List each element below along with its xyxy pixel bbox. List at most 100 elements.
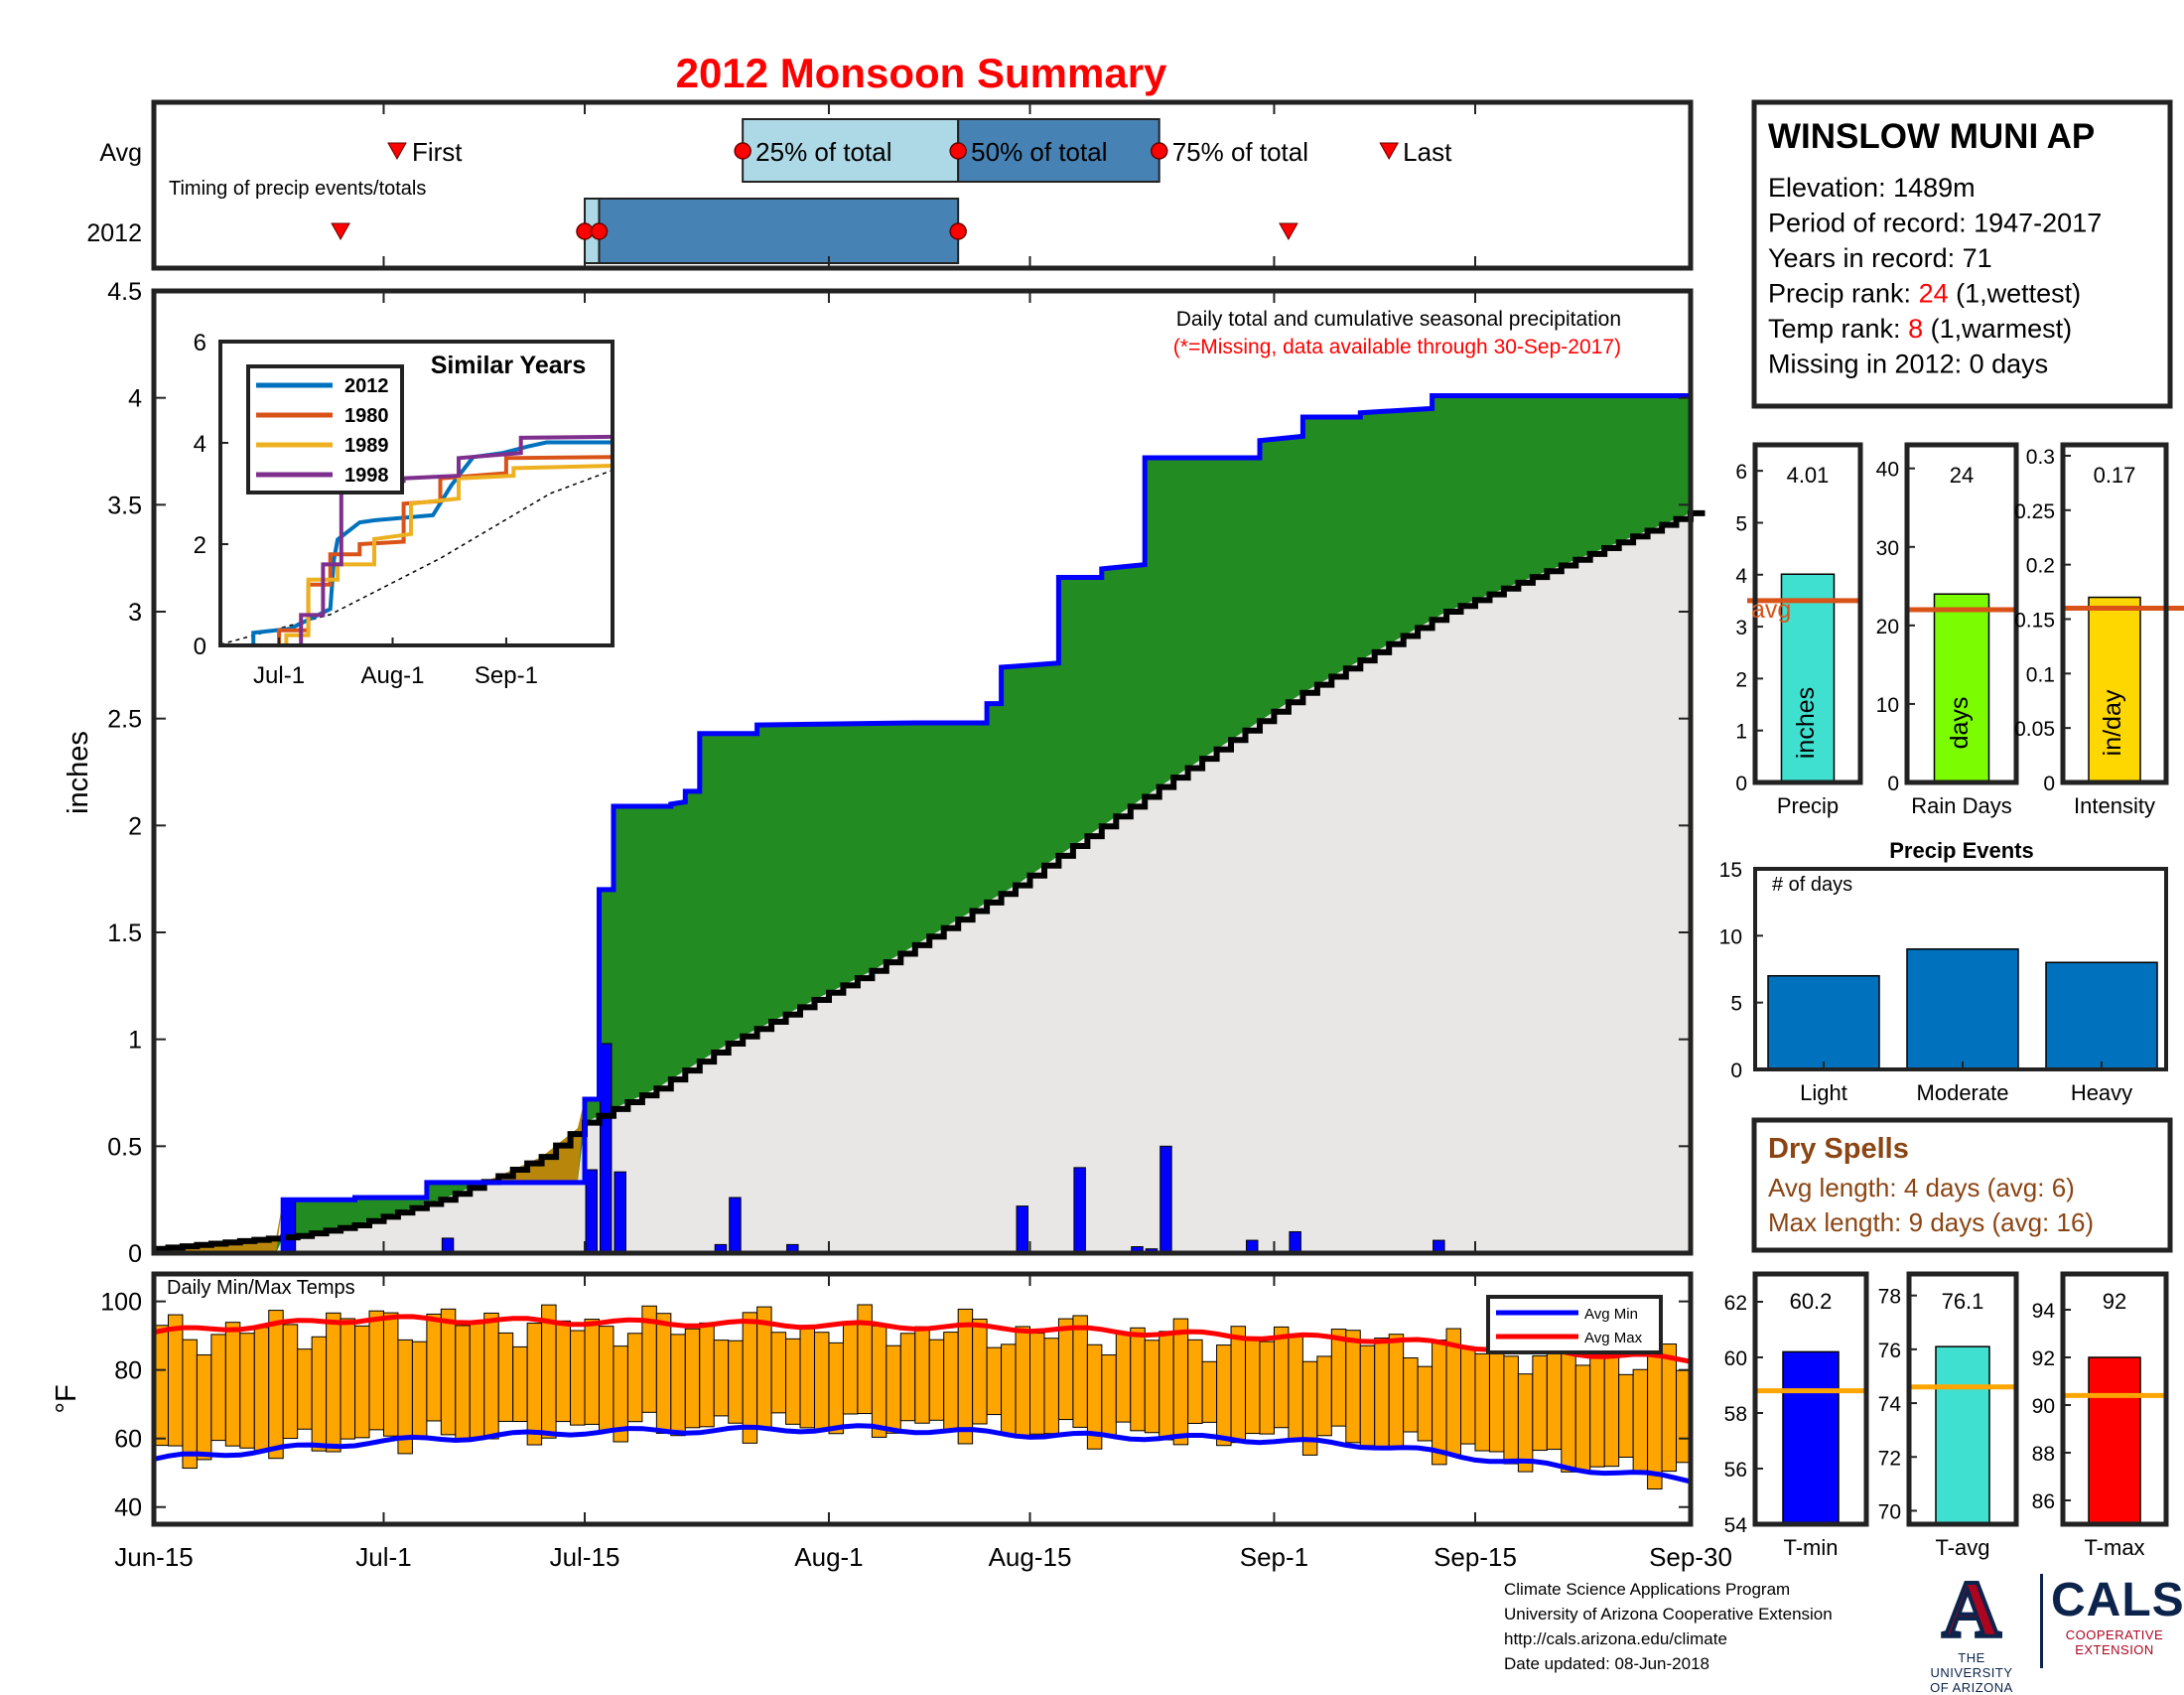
inset-legend-label: 1980	[344, 405, 389, 427]
avg-75pct-label: 75% of total	[1172, 137, 1308, 167]
avg-first-marker	[387, 142, 407, 161]
daily-temp-bar	[914, 1326, 930, 1424]
timing-avg-25-50-box	[742, 118, 960, 183]
cals-logo: CALS COOPERATIVE EXTENSION	[2051, 1574, 2184, 1657]
stat-x-label: Precip	[1777, 793, 1839, 818]
temp-stat-frame	[1906, 1271, 2019, 1527]
daily-temp-bar	[512, 1345, 528, 1423]
stat-y-tick-label: 3	[1735, 617, 1747, 639]
daily-temp-bar	[253, 1327, 270, 1453]
stat-y-tick-label: 40	[1876, 459, 1899, 482]
events-y-tick-label: 10	[1719, 925, 1742, 948]
daily-temp-bar	[1043, 1338, 1059, 1435]
inset-legend-label: 1998	[344, 465, 389, 487]
daily-temp-bar	[1603, 1354, 1620, 1468]
station-info-text: (1,wettest)	[1949, 279, 2082, 309]
main-annotation: Daily total and cumulative seasonal prec…	[1176, 308, 1621, 331]
daily-temp-bar	[670, 1334, 686, 1437]
main-title: 2012 Monsoon Summary	[676, 50, 1167, 96]
inset-legend-label: 2012	[344, 375, 389, 397]
events-y-tick-label: 5	[1730, 993, 1742, 1016]
daily-temp-bar	[598, 1326, 614, 1433]
inset-y-tick-label: 0	[194, 634, 206, 660]
daily-temp-bar	[1001, 1343, 1017, 1435]
dry-spells-frame	[1751, 1117, 2173, 1253]
temp-stat-y-tick-label: 72	[1878, 1447, 1901, 1470]
stat-avg-label: avg	[1751, 596, 1791, 624]
precip-events-x-label: Moderate	[1917, 1080, 2009, 1105]
avg-min-line	[153, 1423, 1692, 1484]
main-y-tick-label: 2	[128, 812, 142, 840]
inset-title: Similar Years	[431, 352, 587, 379]
station-info-rank: 24	[1919, 279, 1949, 309]
footer-line-4: Date updated: 08-Jun-2018	[1504, 1654, 1709, 1673]
daily-temp-bar	[842, 1322, 859, 1415]
daily-temp-bar	[311, 1336, 328, 1452]
temp-stat-frame	[2060, 1271, 2169, 1527]
station-info-frame	[1751, 99, 2173, 409]
daily-temp-bar	[1057, 1318, 1074, 1421]
daily-precip-bar	[1289, 1230, 1301, 1254]
timing-row-avg: Avg	[99, 139, 142, 167]
main-y-tick-label: 1.5	[107, 919, 142, 947]
inset-legend-label: 1989	[344, 435, 389, 457]
daily-temp-bar	[1474, 1352, 1490, 1452]
temp-stat-bar-t-avg	[1935, 1345, 1990, 1525]
precip-events-bar-moderate	[1906, 948, 2019, 1070]
main-annotation-missing: (*=Missing, data available through 30-Se…	[1173, 336, 1621, 358]
stat-y-tick-label: 6	[1735, 461, 1747, 484]
daily-temp-bar	[1101, 1354, 1117, 1437]
daily-temp-bar	[957, 1308, 974, 1445]
temp-stat-value: 76.1	[1942, 1289, 1984, 1314]
footer-line-3: http://cals.arizona.edu/climate	[1504, 1629, 1727, 1648]
daily-temp-bar	[426, 1313, 442, 1422]
station-info-text: Years in record: 71	[1768, 243, 1992, 273]
precip-events-title: Precip Events	[1889, 838, 2034, 863]
inset-x-tick-label: Jul-1	[253, 662, 305, 689]
daily-temp-bar	[1345, 1330, 1361, 1444]
daily-temp-bar	[584, 1319, 600, 1425]
daily-temp-bar	[770, 1332, 787, 1414]
daily-temp-bar	[828, 1342, 844, 1435]
events-y-tick-label: 0	[1730, 1059, 1742, 1082]
main-y-axis-label: inches	[63, 731, 94, 814]
x-tick-label: Jul-15	[550, 1542, 620, 1572]
daily-temp-bar	[785, 1338, 801, 1425]
stat-y-tick-label: 0	[2043, 773, 2055, 795]
station-info-text: Temp rank:	[1768, 314, 1908, 344]
daily-temp-bar	[742, 1312, 758, 1444]
2012-last-marker	[1279, 222, 1298, 241]
temp-stat-frame	[1752, 1271, 1869, 1527]
x-tick-label: Sep-1	[1240, 1542, 1308, 1572]
daily-temp-bar	[1632, 1368, 1649, 1473]
precip-events-frame	[1753, 867, 2168, 1071]
daily-temp-bar	[1359, 1344, 1376, 1447]
stat-bar-precip	[1780, 573, 1836, 783]
inset-x-tick-label: Sep-1	[475, 662, 538, 689]
temp-stat-y-tick-label: 92	[2032, 1347, 2055, 1370]
timing-panel-frame	[151, 99, 1694, 271]
daily-temp-bar	[555, 1320, 572, 1423]
main-y-tick-label: 4.5	[107, 278, 142, 306]
daily-temp-bar	[354, 1325, 370, 1439]
temp-stat-y-tick-label: 78	[1878, 1286, 1901, 1309]
inset-y-tick-label: 2	[194, 532, 206, 559]
stat-x-label: Intensity	[2074, 793, 2155, 818]
dry-spells-max-length: Max length: 9 days (avg: 16)	[1768, 1207, 2094, 1237]
avg-25pct-marker	[734, 142, 751, 160]
temp-y-tick-label: 40	[114, 1494, 142, 1522]
daily-temp-bar	[1115, 1333, 1132, 1423]
daily-temp-bar	[541, 1304, 557, 1439]
daily-temp-bar	[368, 1310, 384, 1431]
x-tick-label: Aug-1	[794, 1542, 863, 1572]
stat-y-tick-label: 0.25	[2014, 500, 2055, 523]
daily-temp-bar	[326, 1312, 341, 1453]
events-y-tick-label: 15	[1719, 859, 1742, 882]
stat-y-tick-label: 0	[1735, 773, 1747, 795]
daily-precip-bar	[585, 1169, 598, 1254]
average-cumulative-line	[154, 509, 1706, 1252]
daily-temp-bar	[224, 1322, 241, 1447]
daily-temp-bar	[1561, 1345, 1576, 1473]
temp-legend-min-label: Avg Min	[1584, 1306, 1638, 1323]
stat-bar-intensity	[2088, 596, 2141, 783]
